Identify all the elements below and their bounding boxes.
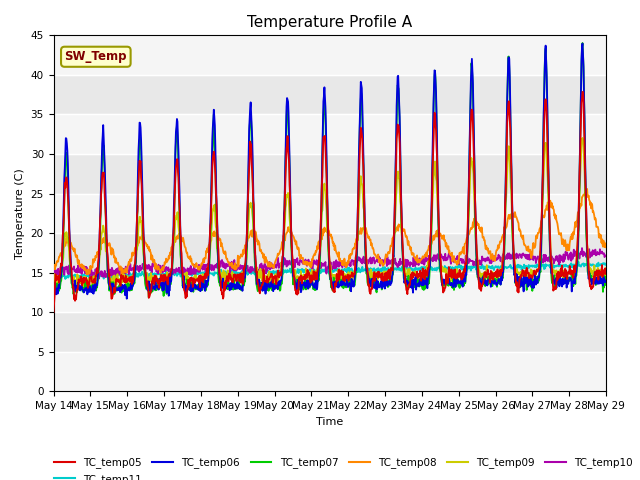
Legend: TC_temp05, TC_temp06, TC_temp07, TC_temp08, TC_temp09, TC_temp10: TC_temp05, TC_temp06, TC_temp07, TC_temp…	[50, 453, 637, 472]
Title: Temperature Profile A: Temperature Profile A	[247, 15, 412, 30]
Bar	[54, 352, 606, 391]
Bar	[54, 193, 606, 233]
Bar	[54, 273, 606, 312]
Bar	[54, 36, 606, 75]
Legend: TC_temp11: TC_temp11	[50, 470, 147, 480]
X-axis label: Time: Time	[316, 417, 344, 427]
Text: SW_Temp: SW_Temp	[65, 50, 127, 63]
Y-axis label: Temperature (C): Temperature (C)	[15, 168, 25, 259]
Bar	[54, 114, 606, 154]
